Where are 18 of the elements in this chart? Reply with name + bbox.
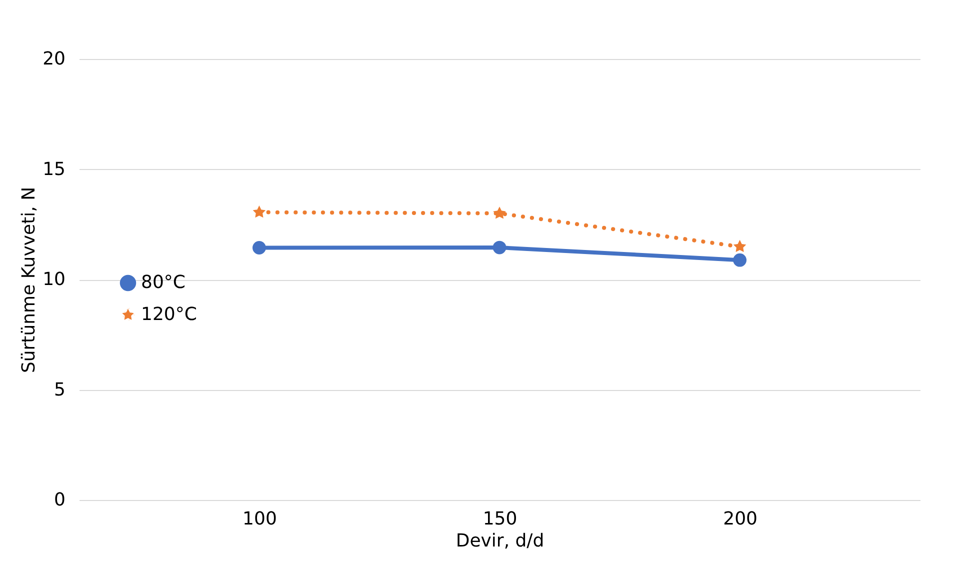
point (252, 241, 266, 254)
point (492, 240, 506, 254)
x-tick-label: 200 (723, 508, 758, 530)
point (733, 253, 746, 267)
x-axis-title: Devir, d/d (456, 530, 544, 552)
y-tick-label: 15 (42, 158, 66, 180)
y-tick-label: 10 (42, 269, 66, 290)
y-tick-label: 20 (42, 48, 66, 70)
y-tick-label: 5 (54, 379, 66, 400)
x-tick-label: 150 (482, 508, 518, 530)
legend-label: 80°C (141, 272, 186, 293)
point (733, 240, 746, 252)
x-tick-label: 100 (242, 508, 277, 530)
point (252, 206, 266, 218)
y-axis-title: Sürtünme Kuvveti, N (18, 186, 40, 374)
legend-label: 120°C (141, 304, 197, 325)
y-tick-label: 0 (54, 490, 66, 510)
point (493, 206, 506, 219)
